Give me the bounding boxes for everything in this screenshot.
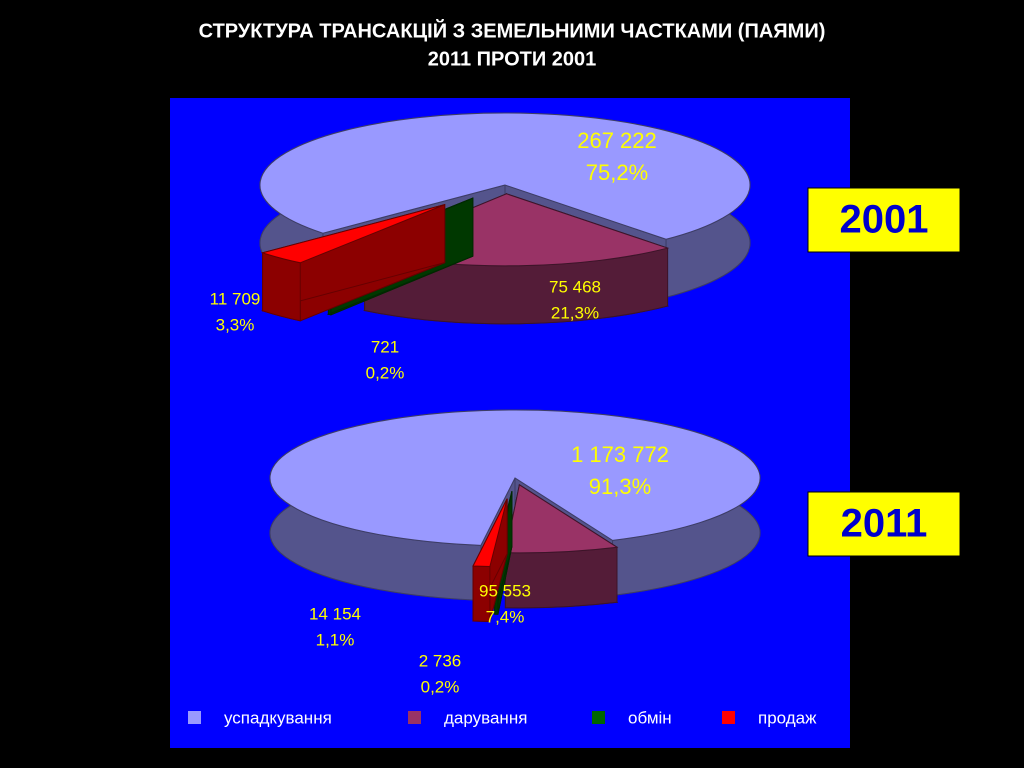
year-label: 2001 [840,198,929,242]
value-label: 2 736 [419,651,462,670]
value-label: 721 [371,337,399,356]
legend-label: продаж [758,708,817,727]
percent-label: 0,2% [366,363,405,382]
pie-slice [472,498,508,623]
legend-swatch [188,711,201,724]
legend-label: успадкування [224,708,332,727]
legend-swatch [592,711,605,724]
value-label: 95 553 [479,581,531,600]
year-box [807,491,961,557]
value-label: 11 709 [210,289,261,308]
value-label: 267 222 [577,128,657,153]
legend-label: обмін [628,708,672,727]
pie-slice [260,203,446,322]
legend-swatch [722,711,735,724]
title-line: 2011 ПРОТИ 2001 [428,48,597,70]
value-label: 75 468 [549,277,601,296]
year-box [807,187,961,253]
percent-label: 7,4% [486,607,525,626]
slice-top [472,498,508,568]
legend-label: дарування [444,708,527,727]
percent-label: 75,2% [586,160,648,185]
pie-slice [504,483,619,609]
title-line: СТРУКТУРА ТРАНСАКЦІЙ З ЗЕМЕЛЬНИМИ ЧАСТКА… [199,18,826,42]
slice-top [259,112,751,240]
value-label: 1 173 772 [571,442,669,467]
percent-label: 0,2% [421,677,460,696]
year-label: 2011 [841,502,928,546]
slice-side [262,252,301,322]
percent-label: 1,1% [316,630,355,649]
percent-label: 3,3% [216,315,255,334]
value-label: 14 154 [309,604,361,623]
percent-label: 91,3% [589,474,651,499]
legend-swatch [408,711,421,724]
percent-label: 21,3% [551,303,599,322]
slice-top [269,409,761,546]
slice-top [260,204,445,264]
